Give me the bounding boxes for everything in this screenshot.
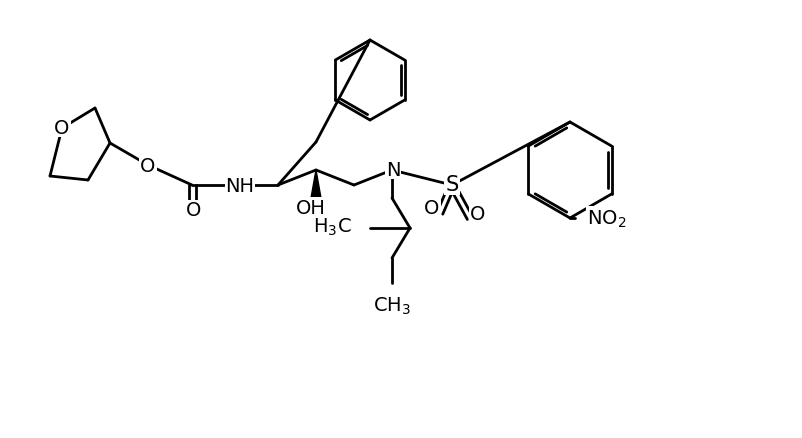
Text: OH: OH xyxy=(296,198,326,217)
Text: S: S xyxy=(445,175,459,194)
Text: CH$_3$: CH$_3$ xyxy=(373,295,411,317)
Text: O: O xyxy=(424,199,439,218)
Text: NH: NH xyxy=(225,177,254,196)
Text: O: O xyxy=(470,204,486,223)
Text: N: N xyxy=(386,160,400,179)
Text: O: O xyxy=(186,201,201,220)
Text: NO$_2$: NO$_2$ xyxy=(587,208,626,229)
Polygon shape xyxy=(311,171,321,198)
Text: O: O xyxy=(140,156,156,175)
Text: H$_3$C: H$_3$C xyxy=(314,216,352,237)
Text: O: O xyxy=(55,118,70,137)
